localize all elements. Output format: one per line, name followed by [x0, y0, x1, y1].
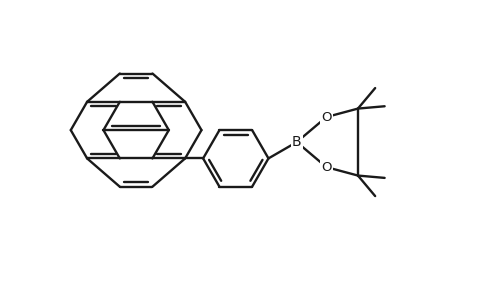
Text: B: B [292, 135, 302, 149]
Text: O: O [321, 161, 332, 173]
Text: O: O [321, 111, 332, 124]
